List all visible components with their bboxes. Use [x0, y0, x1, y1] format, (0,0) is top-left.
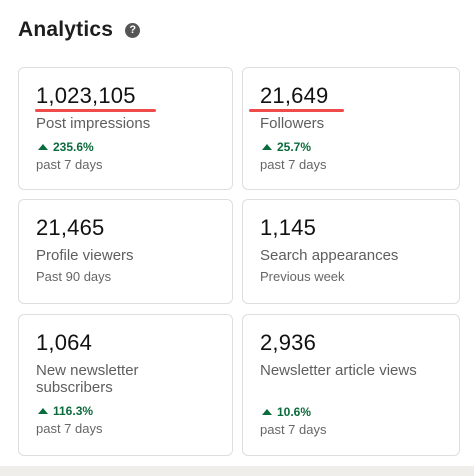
metric-value: 1,023,105 — [36, 83, 136, 108]
metric-card-newsletter-article-views[interactable]: 2,936 Newsletter article views 10.6% pas… — [242, 314, 460, 456]
analytics-header: Analytics ? — [18, 18, 141, 42]
page-title: Analytics — [18, 18, 114, 41]
metric-card-profile-viewers[interactable]: 21,465 Profile viewers Past 90 days — [18, 199, 233, 304]
metric-label: New newsletter subscribers — [36, 362, 216, 396]
metric-label: Post impressions — [36, 115, 151, 132]
metric-value: 1,145 — [260, 215, 317, 240]
change-value: 10.6% — [277, 405, 312, 419]
change-indicator: 235.6% — [36, 140, 216, 154]
metric-period: past 7 days — [36, 157, 103, 172]
metric-card-search-appearances[interactable]: 1,145 Search appearances Previous week — [242, 199, 460, 304]
metric-period: past 7 days — [260, 157, 327, 172]
metric-value: 1,064 — [36, 330, 93, 355]
highlight-underline — [35, 109, 156, 112]
arrow-up-icon — [38, 408, 48, 414]
arrow-up-icon — [262, 409, 272, 415]
metric-card-newsletter-subscribers[interactable]: 1,064 New newsletter subscribers 116.3% … — [18, 314, 233, 456]
metric-card-post-impressions[interactable]: 1,023,105 Post impressions 235.6% past 7… — [18, 67, 233, 190]
arrow-up-icon — [38, 144, 48, 150]
change-indicator: 10.6% — [260, 405, 443, 419]
change-value: 116.3% — [53, 404, 94, 418]
change-indicator: 116.3% — [36, 404, 216, 418]
metric-label-line: subscribers — [36, 379, 113, 396]
change-value: 25.7% — [277, 140, 312, 154]
highlight-underline — [249, 109, 344, 112]
change-value: 235.6% — [53, 140, 94, 154]
metric-card-followers[interactable]: 21,649 Followers 25.7% past 7 days — [242, 67, 460, 190]
metric-value: 21,649 — [260, 83, 329, 108]
metric-value: 2,936 — [260, 330, 317, 355]
metric-label: Newsletter article views — [260, 362, 417, 379]
metrics-grid: 1,023,105 Post impressions 235.6% past 7… — [18, 67, 461, 456]
metric-period: past 7 days — [260, 422, 327, 437]
metric-label: Profile viewers — [36, 247, 134, 264]
metric-label: Search appearances — [260, 247, 399, 264]
metric-label-line: New newsletter — [36, 362, 139, 379]
change-indicator: 25.7% — [260, 140, 443, 154]
arrow-up-icon — [262, 144, 272, 150]
metric-period: past 7 days — [36, 421, 103, 436]
metric-period: Past 90 days — [36, 269, 112, 284]
metric-value: 21,465 — [36, 215, 105, 240]
metric-period: Previous week — [260, 269, 345, 284]
help-icon[interactable]: ? — [125, 22, 141, 38]
metric-label: Followers — [260, 115, 325, 132]
footer-divider — [0, 466, 474, 476]
